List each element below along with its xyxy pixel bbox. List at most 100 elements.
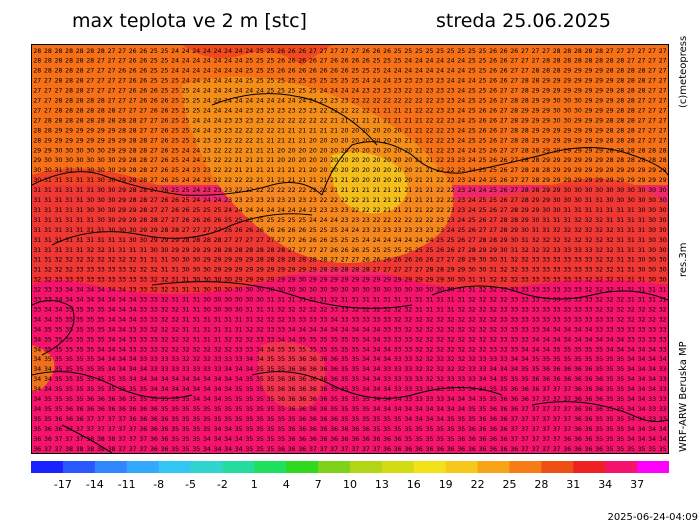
grid-value: 35	[224, 416, 232, 423]
grid-value: 35	[245, 396, 253, 403]
grid-value: 30	[182, 267, 190, 274]
grid-value: 24	[182, 78, 190, 85]
grid-value: 29	[86, 137, 94, 144]
grid-value: 20	[320, 147, 328, 154]
grid-value: 22	[415, 98, 423, 105]
grid-value: 26	[383, 257, 391, 264]
grid-value: 20	[309, 137, 317, 144]
grid-value: 24	[203, 108, 211, 115]
grid-value: 33	[500, 356, 508, 363]
grid-value: 28	[457, 257, 465, 264]
grid-value: 35	[585, 356, 593, 363]
grid-value: 35	[256, 396, 264, 403]
grid-value: 23	[426, 88, 434, 95]
grid-value: 23	[447, 137, 455, 144]
grid-value: 36	[500, 396, 508, 403]
grid-value: 29	[447, 267, 455, 274]
grid-value: 22	[245, 177, 253, 184]
grid-value: 30	[108, 167, 116, 174]
grid-value: 28	[55, 108, 63, 115]
grid-value: 29	[521, 217, 529, 224]
grid-value: 29	[532, 88, 540, 95]
grid-value: 31	[33, 227, 41, 234]
grid-value: 29	[627, 167, 635, 174]
grid-value: 25	[256, 58, 264, 65]
grid-value: 28	[616, 58, 624, 65]
grid-value: 22	[436, 187, 444, 194]
grid-value: 31	[616, 237, 624, 244]
grid-value: 21	[426, 177, 434, 184]
grid-value: 24	[373, 78, 381, 85]
grid-value: 35	[245, 446, 253, 453]
grid-value: 29	[55, 127, 63, 134]
grid-value: 25	[330, 78, 338, 85]
grid-value: 28	[256, 247, 264, 254]
grid-value: 25	[182, 98, 190, 105]
grid-value: 36	[585, 376, 593, 383]
grid-value: 28	[129, 117, 137, 124]
grid-value: 27	[161, 217, 169, 224]
grid-value: 28	[553, 48, 561, 55]
grid-value: 22	[426, 127, 434, 134]
grid-value: 35	[245, 436, 253, 443]
grid-value: 32	[553, 237, 561, 244]
grid-value: 24	[404, 58, 412, 65]
grid-value: 36	[298, 416, 306, 423]
grid-value: 34	[447, 396, 455, 403]
grid-value: 31	[55, 247, 63, 254]
grid-value: 34	[648, 426, 656, 433]
grid-value: 32	[457, 307, 465, 314]
grid-value: 20	[298, 157, 306, 164]
grid-value: 35	[595, 366, 603, 373]
grid-value: 30	[648, 197, 656, 204]
grid-value: 26	[161, 117, 169, 124]
grid-value: 29	[341, 277, 349, 284]
grid-value: 29	[553, 177, 561, 184]
grid-value: 29	[616, 167, 624, 174]
grid-value: 25	[404, 247, 412, 254]
grid-value: 29	[616, 177, 624, 184]
grid-value: 32	[457, 326, 465, 333]
grid-value: 31	[214, 336, 222, 343]
grid-value: 29	[627, 177, 635, 184]
grid-value: 22	[404, 88, 412, 95]
grid-value: 29	[595, 137, 603, 144]
grid-value: 29	[150, 237, 158, 244]
grid-value: 33	[532, 297, 540, 304]
grid-value: 23	[235, 197, 243, 204]
grid-value: 23	[436, 88, 444, 95]
grid-value: 33	[426, 386, 434, 393]
grid-value: 26	[298, 48, 306, 55]
west-edge-patch	[32, 345, 55, 391]
grid-value: 24	[214, 117, 222, 124]
grid-value: 36	[510, 446, 518, 453]
grid-value: 35	[65, 346, 73, 353]
grid-value: 31	[55, 227, 63, 234]
grid-value: 37	[55, 436, 63, 443]
grid-value: 35	[595, 346, 603, 353]
grid-value: 25	[150, 78, 158, 85]
grid-value: 28	[129, 157, 137, 164]
grid-value: 20	[373, 157, 381, 164]
grid-value: 26	[457, 237, 465, 244]
grid-value: 36	[574, 376, 582, 383]
grid-value: 33	[404, 356, 412, 363]
grid-value: 27	[298, 247, 306, 254]
grid-value: 29	[33, 147, 41, 154]
grid-value: 36	[139, 416, 147, 423]
grid-value: 26	[235, 227, 243, 234]
grid-value: 24	[224, 88, 232, 95]
grid-value: 36	[489, 426, 497, 433]
grid-value: 31	[33, 197, 41, 204]
grid-value: 31	[563, 207, 571, 214]
grid-value: 28	[118, 127, 126, 134]
grid-value: 29	[33, 157, 41, 164]
grid-value: 35	[224, 406, 232, 413]
grid-value: 31	[585, 197, 593, 204]
grid-value: 35	[267, 366, 275, 373]
grid-value: 25	[479, 48, 487, 55]
grid-value: 25	[479, 167, 487, 174]
grid-value: 33	[171, 356, 179, 363]
grid-value: 31	[648, 297, 656, 304]
grid-value: 35	[192, 426, 200, 433]
